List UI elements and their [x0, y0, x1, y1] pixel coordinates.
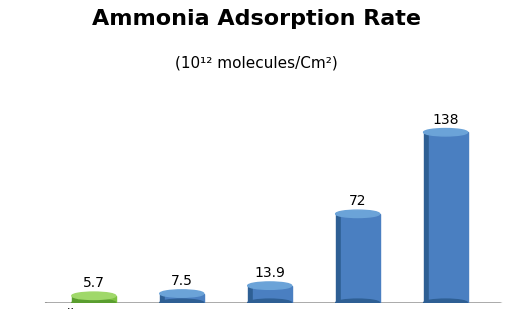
Polygon shape — [46, 303, 500, 309]
Ellipse shape — [248, 299, 292, 307]
Text: 7.5: 7.5 — [171, 274, 193, 288]
Ellipse shape — [424, 129, 467, 136]
Text: 72: 72 — [349, 194, 366, 208]
Ellipse shape — [160, 290, 204, 297]
Text: 13.9: 13.9 — [254, 266, 285, 280]
Polygon shape — [424, 132, 429, 303]
Polygon shape — [248, 286, 253, 303]
Polygon shape — [166, 294, 204, 303]
Polygon shape — [341, 214, 380, 303]
Polygon shape — [253, 286, 292, 303]
Polygon shape — [336, 214, 341, 303]
Polygon shape — [429, 132, 467, 303]
Ellipse shape — [336, 210, 380, 218]
Polygon shape — [77, 296, 116, 303]
Text: (10¹² molecules/Cm²): (10¹² molecules/Cm²) — [175, 56, 338, 71]
Ellipse shape — [160, 299, 204, 307]
Ellipse shape — [72, 292, 116, 299]
Ellipse shape — [72, 299, 116, 307]
Ellipse shape — [248, 282, 292, 289]
Ellipse shape — [424, 299, 467, 307]
Polygon shape — [72, 296, 77, 303]
Ellipse shape — [336, 299, 380, 307]
Polygon shape — [46, 303, 513, 307]
Text: 5.7: 5.7 — [83, 276, 105, 290]
Text: Ammonia Adsorption Rate: Ammonia Adsorption Rate — [92, 9, 421, 29]
Text: 138: 138 — [432, 113, 459, 127]
Polygon shape — [160, 294, 166, 303]
